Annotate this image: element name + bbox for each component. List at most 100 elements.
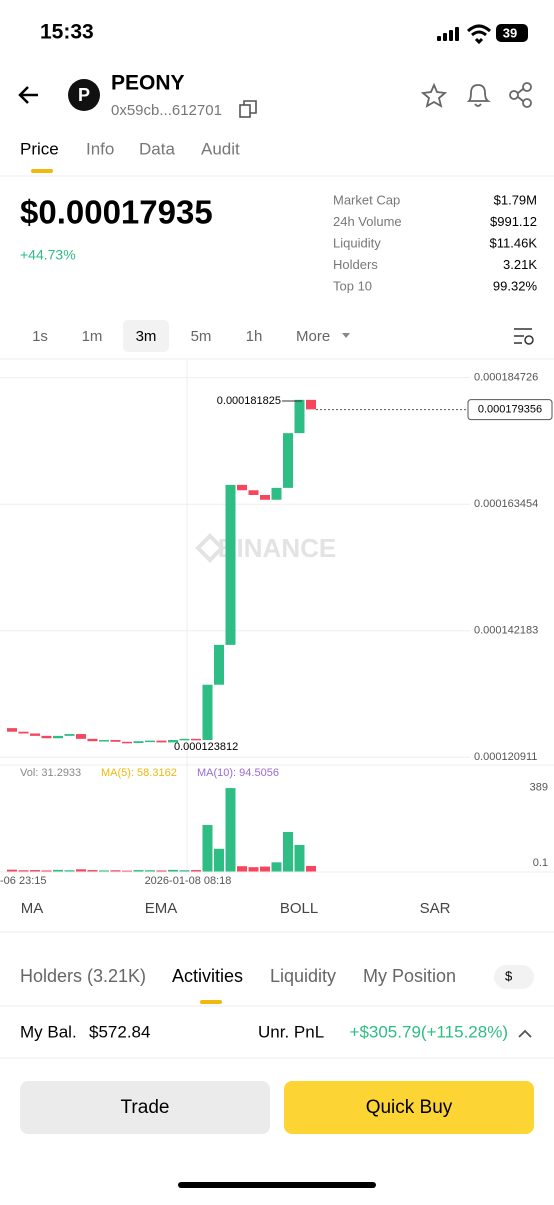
bottom-tab[interactable]: My Position	[363, 966, 456, 986]
volume-bar	[145, 870, 155, 872]
copy-icon[interactable]	[239, 100, 257, 118]
candle	[294, 399, 305, 434]
pnl-value: +$305.79(+115.28%)	[350, 1022, 508, 1041]
candle	[191, 738, 201, 741]
volume-bar	[64, 870, 75, 872]
x-label: -06 23:15	[0, 875, 46, 887]
candle	[18, 731, 29, 734]
volume-bar	[306, 865, 316, 872]
volume-bar	[214, 848, 224, 872]
stat-label: Top 10	[333, 278, 372, 293]
price: $0.00017935	[20, 194, 213, 231]
interval-active-bg	[123, 320, 169, 352]
min-label: 0.000123812	[174, 741, 238, 753]
candle	[87, 738, 98, 742]
pnl-label: Unr. PnL	[258, 1022, 324, 1041]
bottom-tab[interactable]: Activities	[172, 966, 243, 986]
currency-toggle[interactable]	[494, 965, 534, 989]
quick-buy-button[interactable]	[284, 1081, 534, 1134]
favorite-button[interactable]	[420, 82, 448, 108]
stat-value: 3.21K	[503, 257, 537, 272]
x-label: 2026-01-08 08:18	[145, 875, 232, 887]
trade-button[interactable]	[20, 1081, 270, 1134]
tab-indicator	[31, 169, 53, 173]
vol-tick-label: 389	[530, 782, 548, 794]
bottom-tab[interactable]: $	[505, 968, 513, 983]
vol-tick-label: 0.1	[533, 857, 548, 869]
quick-buy-button-label[interactable]: Quick Buy	[366, 1097, 453, 1118]
indicator[interactable]: SAR	[420, 900, 451, 917]
candle	[202, 684, 213, 741]
candle	[214, 644, 224, 685]
volume-bar	[283, 831, 293, 872]
interval[interactable]: 1h	[246, 328, 263, 345]
interval[interactable]: 1s	[32, 328, 48, 345]
token-logo-letter: P	[78, 85, 90, 105]
candle	[306, 399, 316, 410]
candle	[145, 740, 155, 743]
share-button[interactable]	[509, 82, 532, 108]
watermark: BINANCE	[218, 533, 336, 563]
stat-value: 99.32%	[493, 278, 538, 293]
candle	[179, 738, 190, 741]
interval[interactable]: 1m	[82, 328, 103, 345]
back-button[interactable]	[18, 86, 38, 104]
volume-bar	[271, 862, 282, 872]
tab[interactable]: Price	[20, 139, 59, 158]
balance-value: $572.84	[89, 1022, 150, 1041]
volume-bar	[225, 788, 236, 872]
indicator[interactable]: BOLL	[280, 900, 318, 917]
more-caret	[342, 333, 350, 338]
battery-level: 39	[503, 25, 517, 40]
signal-icon	[437, 27, 459, 41]
chart-settings-button[interactable]	[514, 328, 534, 345]
stat-label: 24h Volume	[333, 214, 402, 229]
volume-bar	[53, 869, 63, 872]
wifi-icon	[466, 24, 492, 45]
stat-value: $991.12	[490, 214, 537, 229]
ma10-legend: MA(10): 94.5056	[197, 767, 279, 779]
interval[interactable]: More	[296, 328, 330, 345]
candle	[53, 735, 63, 739]
status-time: 15:33	[40, 21, 94, 44]
token-address: 0x59cb...612701	[111, 102, 222, 119]
candle	[99, 740, 109, 742]
interval[interactable]: 5m	[191, 328, 212, 345]
volume-bar	[179, 870, 190, 872]
volume-bar	[168, 869, 178, 872]
stat-label: Market Cap	[333, 192, 400, 207]
home-indicator	[178, 1182, 376, 1188]
alert-button[interactable]	[466, 84, 491, 107]
candle	[237, 484, 247, 491]
candle	[76, 734, 86, 739]
volume-bar	[110, 870, 121, 872]
candle	[7, 728, 17, 732]
volume-bar	[122, 870, 132, 872]
candle	[110, 740, 121, 742]
candle	[260, 495, 270, 500]
volume-bar	[41, 870, 52, 872]
candle	[122, 741, 132, 744]
indicator[interactable]: EMA	[145, 900, 178, 917]
tab[interactable]: Info	[86, 139, 114, 158]
balance-label: My Bal.	[20, 1022, 77, 1041]
candle	[168, 740, 178, 743]
bottom-tab[interactable]: Liquidity	[270, 966, 336, 986]
interval[interactable]: 3m	[136, 328, 157, 345]
stat-label: Holders	[333, 257, 378, 272]
y-tick-label: 0.000163454	[474, 498, 538, 510]
volume-bar	[237, 866, 247, 872]
token-logo	[68, 79, 100, 111]
volume-bar	[30, 870, 40, 872]
tab[interactable]: Audit	[201, 139, 240, 158]
tab-indicator	[200, 1000, 222, 1004]
y-tick-label: 0.000184726	[474, 372, 538, 384]
indicator[interactable]: MA	[21, 900, 44, 917]
tab[interactable]: Data	[139, 139, 175, 158]
watermark-logo	[195, 533, 225, 563]
expand-button[interactable]	[518, 1029, 532, 1038]
bottom-tab[interactable]: Holders (3.21K)	[20, 966, 146, 986]
volume-bar	[248, 867, 259, 872]
trade-button-label[interactable]: Trade	[121, 1097, 170, 1118]
volume-bar	[7, 869, 17, 872]
